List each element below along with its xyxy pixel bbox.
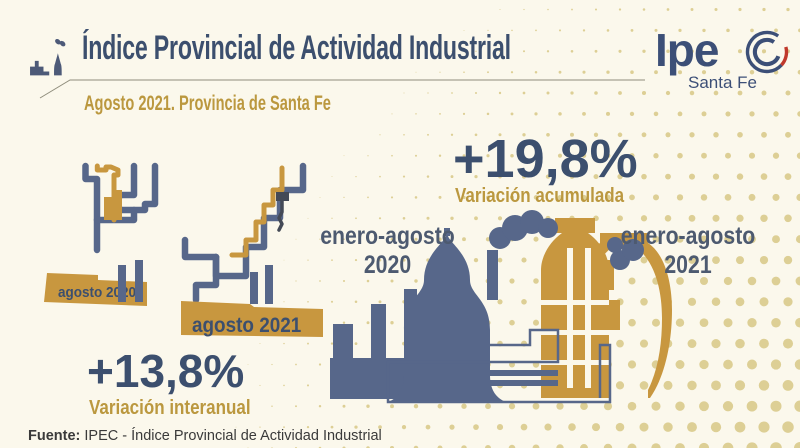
svg-text:Santa Fe: Santa Fe bbox=[688, 73, 757, 92]
svg-text:Ipe: Ipe bbox=[655, 24, 719, 76]
